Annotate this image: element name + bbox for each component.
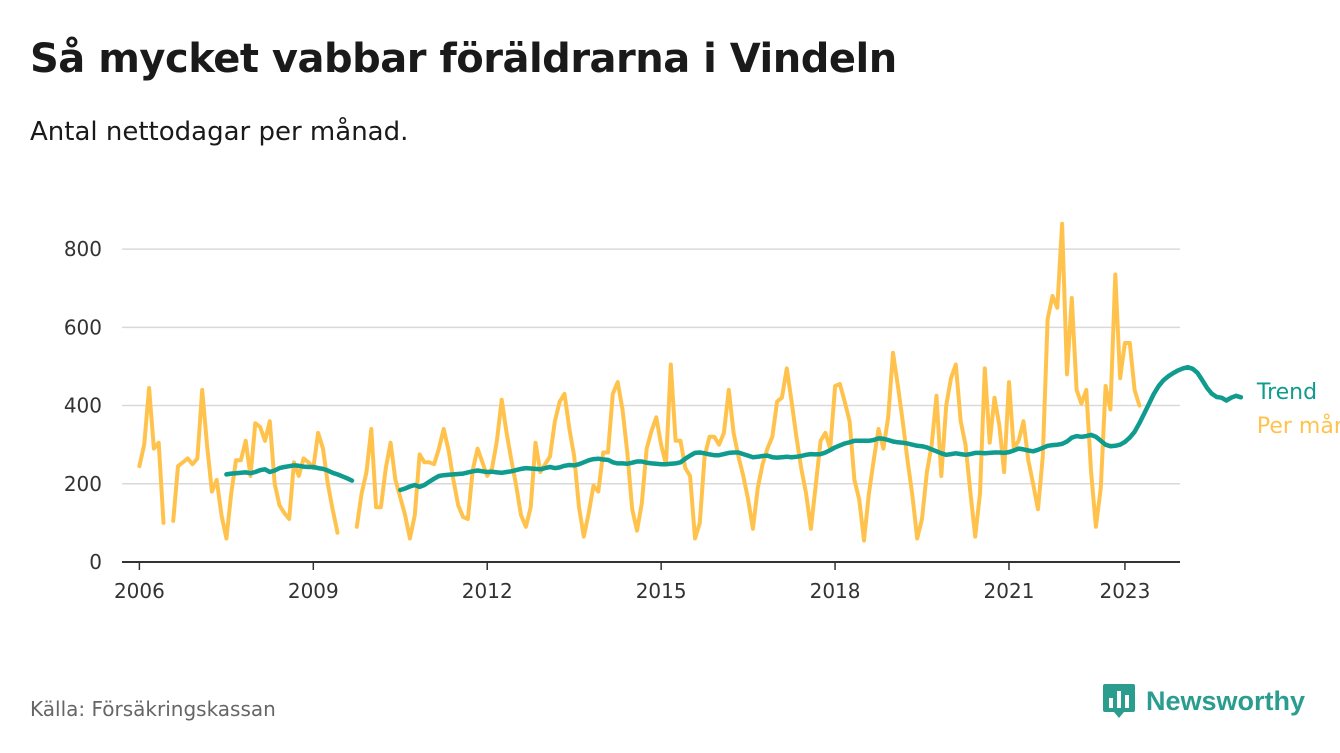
y-tick-label: 200 xyxy=(64,472,102,496)
x-tick-label: 2006 xyxy=(114,579,165,603)
x-tick-label: 2018 xyxy=(810,579,861,603)
series xyxy=(137,221,1244,543)
brand-logo: Newsworthy xyxy=(1102,682,1305,720)
y-tick-label: 0 xyxy=(89,550,102,574)
chart-title: Så mycket vabbar föräldrarna i Vindeln xyxy=(30,36,897,82)
series-labels: Trend Per månad xyxy=(1256,380,1340,439)
x-tick-label: 2023 xyxy=(1099,579,1150,603)
monthly-line-segment-0 xyxy=(137,386,340,541)
monthly-line-segment-1 xyxy=(354,221,1142,543)
x-tick-label: 2012 xyxy=(462,579,513,603)
y-tick-label: 600 xyxy=(64,315,102,339)
trend-line-segment-0 xyxy=(224,463,355,483)
y-tick-label: 400 xyxy=(64,394,102,418)
monthly-series-label: Per månad xyxy=(1257,413,1340,439)
brand-name: Newsworthy xyxy=(1146,685,1306,716)
trend-line-segment-1 xyxy=(398,364,1244,493)
trend-series-label: Trend xyxy=(1256,380,1317,405)
x-tick-label: 2009 xyxy=(288,579,339,603)
source-note: Källa: Försäkringskassan xyxy=(30,697,276,721)
bar-chart-icon xyxy=(1103,684,1135,718)
x-tick-label: 2015 xyxy=(636,579,687,603)
gridlines xyxy=(122,248,1180,485)
axes: 0 200 400 600 800 2006 2009 2012 2015 2018 2021 202… xyxy=(64,237,1180,603)
y-tick-label: 800 xyxy=(64,237,102,261)
x-tick-label: 2021 xyxy=(984,579,1035,603)
chart-subtitle: Antal nettodagar per månad. xyxy=(30,117,409,147)
